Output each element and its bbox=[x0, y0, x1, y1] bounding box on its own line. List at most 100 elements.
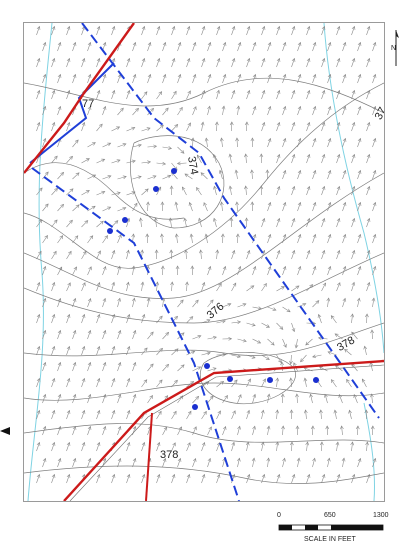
flow-arrow-icon bbox=[66, 121, 71, 132]
flow-arrow-icon bbox=[51, 219, 58, 228]
flow-arrow-icon bbox=[177, 41, 182, 52]
flow-arrow-icon bbox=[207, 73, 212, 84]
flow-arrow-icon bbox=[57, 266, 63, 276]
flow-arrow-icon bbox=[312, 105, 317, 116]
flow-arrow-icon bbox=[66, 441, 71, 452]
flow-arrow-icon bbox=[147, 73, 152, 84]
flow-arrow-icon bbox=[336, 473, 341, 484]
flow-arrow-icon bbox=[204, 233, 209, 244]
flow-arrow-icon bbox=[246, 285, 255, 292]
flow-arrow-icon bbox=[51, 377, 56, 388]
flow-arrow-icon bbox=[42, 425, 47, 436]
flow-arrow-icon bbox=[228, 153, 233, 164]
flow-arrow-icon bbox=[162, 426, 168, 436]
flow-arrow-icon bbox=[36, 250, 42, 260]
flow-arrow-icon bbox=[275, 409, 280, 420]
flow-arrow-icon bbox=[126, 249, 130, 260]
flow-arrow-icon bbox=[366, 153, 371, 164]
flow-arrow-icon bbox=[141, 347, 148, 356]
flow-arrow-icon bbox=[162, 363, 169, 372]
flow-arrow-icon bbox=[282, 41, 287, 52]
north-arrow-icon: N bbox=[391, 30, 399, 66]
flow-arrow-icon bbox=[259, 153, 264, 164]
flow-arrow-icon bbox=[51, 187, 58, 196]
flow-arrow-icon bbox=[267, 265, 272, 276]
flow-arrow-icon bbox=[203, 202, 208, 212]
flow-arrow-icon bbox=[72, 361, 77, 372]
flow-arrow-icon bbox=[126, 313, 131, 324]
flow-arrow-icon bbox=[186, 25, 191, 36]
well-dot-icon bbox=[204, 363, 210, 369]
flow-arrow-icon bbox=[282, 105, 287, 116]
flow-arrow-icon bbox=[111, 220, 119, 228]
flow-arrow-icon bbox=[282, 233, 287, 244]
flow-arrow-icon bbox=[297, 105, 302, 116]
flow-arrow-icon bbox=[111, 281, 116, 292]
flow-arrow-icon bbox=[117, 329, 122, 340]
flow-arrow-icon bbox=[372, 265, 377, 276]
flow-arrow-icon bbox=[237, 41, 242, 52]
flow-arrow-icon bbox=[42, 329, 47, 340]
flow-arrow-icon bbox=[141, 25, 146, 36]
flow-arrow-icon bbox=[306, 153, 311, 164]
flow-arrow-icon bbox=[141, 160, 152, 165]
flow-arrow-icon bbox=[252, 105, 257, 116]
flow-arrow-icon bbox=[370, 425, 375, 436]
flow-arrow-icon bbox=[132, 393, 137, 404]
road-red-south bbox=[63, 359, 384, 501]
flow-arrow-icon bbox=[81, 220, 89, 228]
flow-arrow-icon bbox=[357, 169, 362, 180]
flow-arrow-icon bbox=[280, 393, 285, 404]
flow-arrow-icon bbox=[66, 188, 74, 196]
site-boundaries bbox=[24, 23, 384, 501]
flow-arrow-icon bbox=[57, 41, 62, 52]
flow-arrow-icon bbox=[102, 425, 107, 436]
flow-arrow-icon bbox=[72, 139, 79, 148]
flow-arrow-icon bbox=[336, 185, 341, 196]
well-dot-icon bbox=[192, 404, 198, 410]
flow-arrow-icon bbox=[87, 425, 92, 436]
flow-arrow-icon bbox=[42, 457, 47, 468]
flow-arrow-icon bbox=[291, 121, 296, 132]
flow-arrow-icon bbox=[81, 313, 86, 324]
flow-arrow-icon bbox=[111, 377, 116, 388]
flow-arrow-icon bbox=[265, 169, 270, 180]
flow-arrow-icon bbox=[81, 282, 86, 292]
flow-arrow-icon bbox=[117, 206, 127, 212]
flow-arrow-icon bbox=[363, 345, 368, 356]
flow-arrow-icon bbox=[222, 265, 227, 276]
flow-arrow-icon bbox=[261, 473, 266, 484]
flow-arrow-icon bbox=[276, 121, 281, 132]
flow-arrow-icon bbox=[366, 281, 371, 292]
flow-arrow-icon bbox=[156, 57, 161, 68]
road-red-north bbox=[24, 23, 135, 174]
flow-arrow-icon bbox=[216, 282, 222, 292]
flow-arrow-icon bbox=[186, 473, 191, 484]
well-dot-icon bbox=[122, 217, 128, 223]
flow-arrow-icon bbox=[186, 350, 196, 356]
flow-arrow-icon bbox=[36, 409, 41, 420]
flow-arrow-icon bbox=[372, 73, 377, 84]
contour-line bbox=[24, 252, 384, 324]
contour-label-77: 77 bbox=[82, 98, 94, 110]
flow-arrow-icon bbox=[141, 379, 148, 388]
flow-arrow-icon bbox=[229, 121, 234, 132]
flow-arrow-icon bbox=[336, 153, 341, 164]
flow-arrow-icon bbox=[66, 25, 71, 36]
flow-arrow-icon bbox=[117, 425, 122, 436]
flow-arrow-icon bbox=[244, 153, 248, 164]
flow-arrow-icon bbox=[156, 124, 164, 132]
flow-arrow-icon bbox=[366, 25, 371, 36]
flow-arrow-icon bbox=[66, 89, 71, 100]
flow-arrow-icon bbox=[57, 235, 64, 244]
flow-arrow-icon bbox=[252, 265, 257, 276]
flow-arrow-icon bbox=[350, 313, 355, 324]
flow-arrow-icon bbox=[201, 89, 206, 100]
flow-arrow-icon bbox=[342, 41, 347, 52]
flow-arrow-icon bbox=[36, 25, 41, 36]
flow-arrow-icon bbox=[126, 57, 131, 68]
flow-arrow-icon bbox=[335, 441, 340, 452]
scale-label: SCALE IN FEET bbox=[304, 536, 356, 543]
flow-arrow-icon bbox=[141, 57, 146, 68]
flow-arrow-icon bbox=[111, 409, 116, 420]
